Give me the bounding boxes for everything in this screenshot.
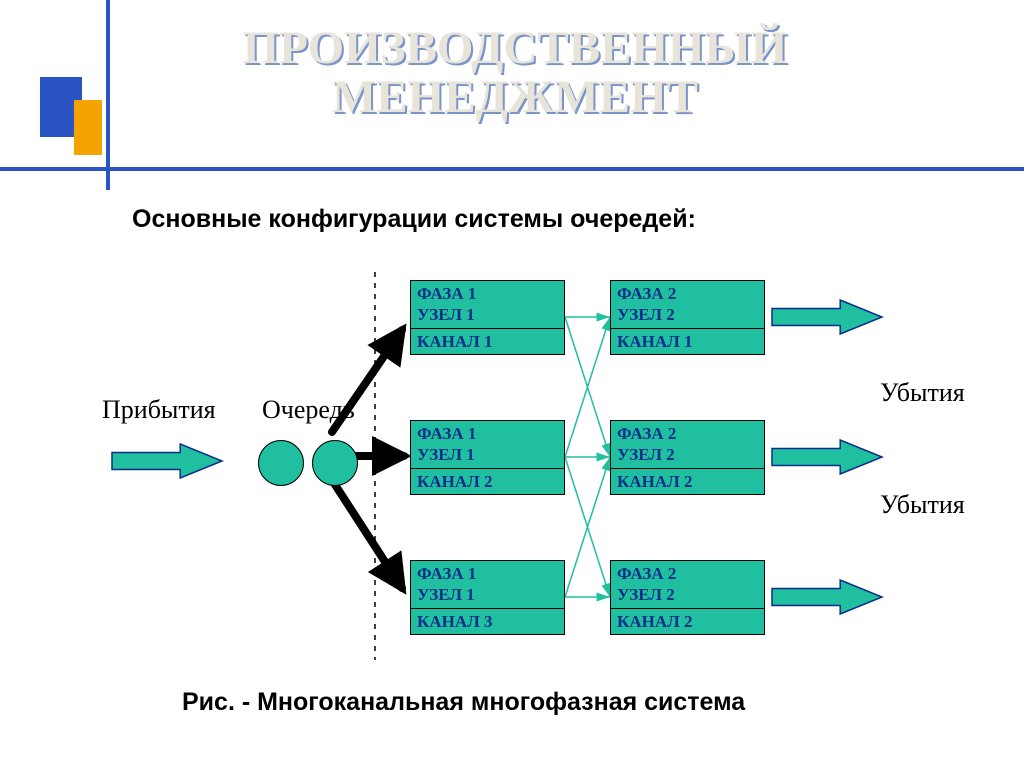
node-p1c3: ФАЗА 1УЗЕЛ 1 КАНАЛ 3 (410, 560, 565, 635)
queue-circle-2 (312, 440, 358, 486)
node-phase: ФАЗА 1 (417, 563, 558, 584)
decor-orange-rect (74, 100, 102, 155)
node-channel: КАНАЛ 2 (617, 611, 758, 632)
subtitle: Основные конфигурации системы очередей: (132, 205, 696, 234)
queue-circle-1 (258, 440, 304, 486)
label-departure2: Убытия (880, 490, 965, 520)
node-phase: ФАЗА 2 (617, 283, 758, 304)
node-channel: КАНАЛ 3 (417, 611, 558, 632)
figure-caption: Рис. - Многоканальная многофазная систем… (182, 688, 745, 717)
node-unit: УЗЕЛ 1 (417, 304, 558, 325)
decor-vbar (106, 0, 110, 190)
node-phase: ФАЗА 2 (617, 563, 758, 584)
node-unit: УЗЕЛ 1 (417, 444, 558, 465)
node-channel: КАНАЛ 1 (617, 331, 758, 352)
node-p1c1: ФАЗА 1УЗЕЛ 1 КАНАЛ 1 (410, 280, 565, 355)
label-departure1: Убытия (880, 378, 965, 408)
node-phase: ФАЗА 1 (417, 423, 558, 444)
node-p2c2: ФАЗА 2УЗЕЛ 2 КАНАЛ 2 (610, 420, 765, 495)
node-p1c2: ФАЗА 1УЗЕЛ 1 КАНАЛ 2 (410, 420, 565, 495)
node-p2c3: ФАЗА 2УЗЕЛ 2 КАНАЛ 2 (610, 560, 765, 635)
node-unit: УЗЕЛ 2 (617, 304, 758, 325)
label-arrivals: Прибытия (102, 395, 216, 425)
decor-hbar (0, 167, 1024, 171)
node-phase: ФАЗА 1 (417, 283, 558, 304)
page-title: ПРОИЗВОДСТВЕННЫЙ МЕНЕДЖМЕНТПРОИЗВОДСТВЕН… (115, 24, 915, 123)
node-channel: КАНАЛ 1 (417, 331, 558, 352)
node-unit: УЗЕЛ 2 (617, 444, 758, 465)
node-unit: УЗЕЛ 2 (617, 584, 758, 605)
node-channel: КАНАЛ 2 (617, 471, 758, 492)
node-channel: КАНАЛ 2 (417, 471, 558, 492)
node-phase: ФАЗА 2 (617, 423, 758, 444)
node-p2c1: ФАЗА 2УЗЕЛ 2 КАНАЛ 1 (610, 280, 765, 355)
node-unit: УЗЕЛ 1 (417, 584, 558, 605)
label-queue: Очередь (262, 395, 355, 425)
